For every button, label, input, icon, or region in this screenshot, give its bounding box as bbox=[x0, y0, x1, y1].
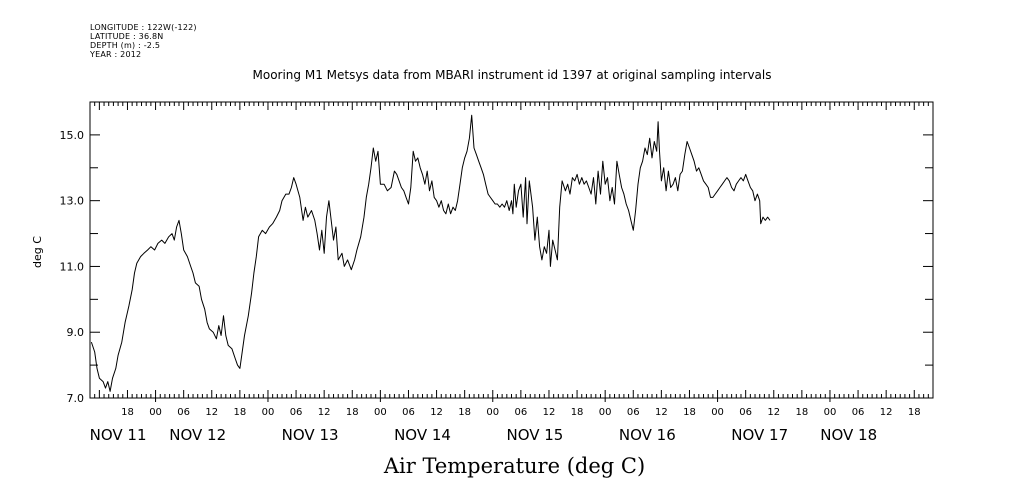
x-hour-label: 06 bbox=[402, 407, 415, 418]
header-depth: DEPTH (m) : -2.5 bbox=[90, 41, 161, 50]
x-day-label: NOV 14 bbox=[394, 426, 451, 444]
chart-title: Mooring M1 Metsys data from MBARI instru… bbox=[252, 68, 772, 82]
x-hour-label: 18 bbox=[346, 407, 359, 418]
x-day-label: NOV 11 bbox=[90, 426, 147, 444]
x-hour-label: 06 bbox=[290, 407, 303, 418]
x-day-label: NOV 12 bbox=[169, 426, 226, 444]
x-hour-label: 00 bbox=[374, 407, 387, 418]
x-day-label: NOV 13 bbox=[282, 426, 339, 444]
series-line bbox=[90, 114, 771, 392]
x-hour-label: 00 bbox=[599, 407, 612, 418]
x-hour-label: 12 bbox=[655, 407, 668, 418]
x-day-label: NOV 17 bbox=[731, 426, 788, 444]
x-hour-label: 00 bbox=[824, 407, 837, 418]
y-tick-label: 13.0 bbox=[60, 195, 85, 208]
x-hour-label: 18 bbox=[683, 407, 696, 418]
x-hour-label: 06 bbox=[739, 407, 752, 418]
plot-border bbox=[89, 101, 934, 399]
x-hour-label: 18 bbox=[121, 407, 134, 418]
y-tick-label: 9.0 bbox=[67, 326, 85, 339]
x-hour-label: 00 bbox=[486, 407, 499, 418]
plot-frame bbox=[89, 101, 934, 399]
y-tick-label: 15.0 bbox=[60, 129, 85, 142]
header-year: YEAR : 2012 bbox=[90, 50, 142, 59]
x-hour-label: 00 bbox=[149, 407, 162, 418]
x-hour-label: 12 bbox=[880, 407, 893, 418]
x-day-label: NOV 18 bbox=[820, 426, 877, 444]
axis-labels: 7.0 9.0 11.0 13.0 15.0 deg C 18 00 06 12 18 00 06 12 1… bbox=[31, 129, 921, 444]
x-hour-label: 06 bbox=[177, 407, 190, 418]
x-axis-title: Air Temperature (deg C) bbox=[383, 454, 646, 478]
y-tick-label: 7.0 bbox=[67, 392, 85, 405]
x-hour-label: 18 bbox=[795, 407, 808, 418]
axis-ticks bbox=[89, 101, 934, 402]
header-longitude: LONGITUDE : 122W(-122) bbox=[90, 23, 197, 32]
x-hour-label: 12 bbox=[318, 407, 331, 418]
header-latitude: LATITUDE : 36.8N bbox=[90, 32, 164, 41]
y-axis-title: deg C bbox=[31, 236, 44, 268]
x-hour-label: 12 bbox=[430, 407, 443, 418]
x-hour-label: 06 bbox=[852, 407, 865, 418]
series-layer bbox=[90, 114, 771, 392]
x-day-label: NOV 15 bbox=[506, 426, 563, 444]
x-hour-label: 18 bbox=[908, 407, 921, 418]
x-hour-label: 18 bbox=[233, 407, 246, 418]
x-hour-label: 12 bbox=[767, 407, 780, 418]
x-hour-label: 06 bbox=[627, 407, 640, 418]
x-hour-label: 00 bbox=[262, 407, 275, 418]
x-hour-label: 18 bbox=[571, 407, 584, 418]
x-hour-label: 12 bbox=[205, 407, 218, 418]
y-tick-label: 11.0 bbox=[60, 260, 85, 273]
x-hour-label: 06 bbox=[514, 407, 527, 418]
x-hour-label: 12 bbox=[543, 407, 556, 418]
x-hour-label: 18 bbox=[458, 407, 471, 418]
x-day-label: NOV 16 bbox=[619, 426, 676, 444]
x-hour-label: 00 bbox=[711, 407, 724, 418]
